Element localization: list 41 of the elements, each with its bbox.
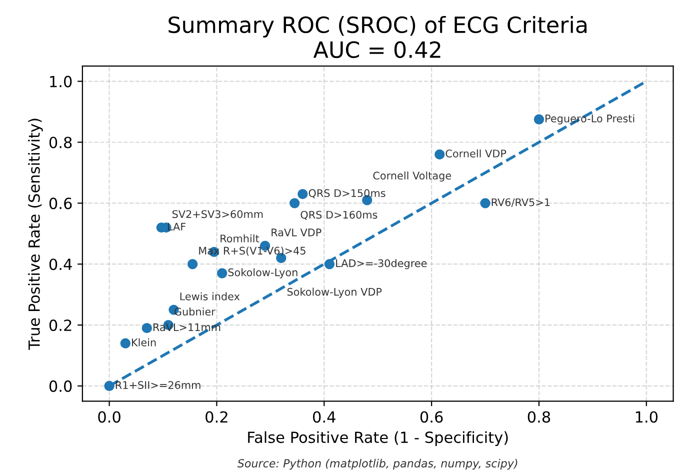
point	[120, 338, 130, 348]
annotation: RV6/RV5>1	[492, 198, 550, 208]
source-note: Source: Python (matplotlib, pandas, numpy, scipy)	[237, 458, 518, 470]
point	[534, 114, 544, 124]
chart-title: Summary ROC (SROC) of ECG Criteria AUC = 0.42	[168, 16, 587, 58]
point	[104, 380, 114, 392]
x-tick-label: 0.0	[98, 411, 120, 423]
y-tick-label: 0.8	[49, 136, 72, 148]
annotation: QRS D>150ms	[308, 189, 386, 198]
annotation: Klein	[132, 338, 156, 346]
x-tick-label: 0.2	[206, 411, 228, 423]
y-tick-label: 0.6	[49, 198, 72, 210]
point	[324, 259, 335, 270]
annotation: QRS D>160ms	[300, 210, 378, 220]
point	[217, 268, 228, 278]
point	[142, 322, 152, 334]
x-axis-title: False Positive Rate (1 - Specificity)	[248, 431, 508, 446]
y-tick-label: 1.0	[50, 76, 72, 88]
point	[298, 188, 308, 200]
annotation: SV2+SV3>60mm	[172, 210, 263, 218]
x-tick-label: 0.6	[420, 411, 443, 423]
annotation: Cornell VDP	[446, 149, 506, 158]
annotation: Romhilt	[220, 234, 260, 242]
point	[434, 149, 445, 160]
annotation: Sokolow-Lyon VDP	[287, 288, 382, 298]
y-tick-label: 0.2	[49, 320, 72, 332]
point	[480, 198, 490, 208]
y-tick-label: 0.0	[49, 380, 72, 392]
point	[290, 198, 300, 208]
y-axis-title: True Positive Rate (Sensitivity)	[28, 118, 43, 350]
point	[187, 259, 198, 270]
annotation: R1+SII>=26mm	[116, 381, 200, 389]
annotation: Sokolow-Lyon	[228, 268, 298, 278]
annotation: LAD>=-30degree	[336, 259, 427, 270]
y-tick-label: 0.4	[49, 258, 72, 270]
x-tick-label: 0.8	[528, 411, 550, 423]
x-tick-label: 0.4	[313, 411, 336, 423]
annotation: Cornell Voltage	[373, 171, 452, 182]
annotation: RaVL VDP	[272, 228, 322, 236]
annotation: Lewis index	[180, 292, 240, 300]
x-tick-label: 1.0	[636, 411, 658, 423]
